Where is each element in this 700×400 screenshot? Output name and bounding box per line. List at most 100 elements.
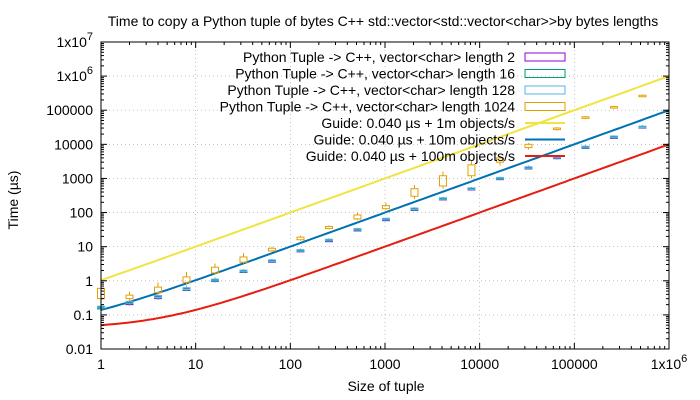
- candle-4: [524, 142, 533, 150]
- y-tick-label: 10000: [54, 136, 93, 152]
- candle-4: [239, 253, 248, 264]
- tick-layer: 1 10 100 1000 10000 100000 1x106 0.01 0.1 1 10 100 1…: [46, 31, 687, 372]
- y-tick-label: 1000: [62, 170, 93, 186]
- candle-box: [296, 249, 305, 252]
- candle-box: [410, 207, 419, 211]
- x-axis-title: Size of tuple: [347, 378, 424, 394]
- candle-3: [267, 258, 276, 262]
- candle-4: [381, 203, 390, 210]
- candle-4: [125, 291, 134, 302]
- candle-3: [239, 269, 248, 273]
- candle-4: [182, 272, 191, 285]
- candle-box: [438, 197, 447, 200]
- candle-3: [210, 277, 219, 282]
- candle-4: [552, 127, 561, 131]
- candle-3: [438, 196, 447, 200]
- legend-label: Python Tuple -> C++, vector<char> length…: [227, 82, 515, 98]
- candle-3: [467, 186, 476, 190]
- y-tick-label: 100: [70, 205, 94, 221]
- candle-layer: [97, 94, 647, 310]
- legend-label: Python Tuple -> C++, vector<char> length…: [235, 66, 515, 82]
- candle-4: [438, 171, 447, 189]
- candle-box: [381, 205, 390, 210]
- candle-box: [467, 164, 476, 177]
- guide-line-1: [100, 75, 670, 282]
- candle-box: [609, 106, 618, 109]
- chart-title: Time to copy a Python tuple of bytes C++…: [108, 13, 658, 29]
- candle-box: [153, 286, 162, 294]
- candle-box: [210, 266, 219, 274]
- candle-box: [638, 125, 647, 129]
- y-tick-label: 0.01: [66, 341, 93, 357]
- candle-box: [296, 236, 305, 241]
- y-axis-title: Time (µs): [5, 171, 21, 230]
- candle-box: [182, 287, 191, 291]
- candle-box: [438, 175, 447, 187]
- candle-box: [324, 238, 333, 242]
- legend-box-swatch: [524, 69, 566, 78]
- guide-layer: [100, 75, 670, 327]
- legend-label: Guide: 0.040 µs + 10m objects/s: [314, 132, 515, 148]
- candle-3: [410, 207, 419, 211]
- candle-box: [638, 94, 647, 98]
- candle-3: [353, 227, 362, 231]
- candle-4: [267, 246, 276, 252]
- candle-4: [581, 115, 590, 120]
- candle-4: [296, 235, 305, 241]
- y-tick-label: 0.1: [74, 307, 94, 323]
- x-tick-label: 10000: [460, 356, 499, 372]
- x-tick-label: 10: [188, 356, 204, 372]
- legend-box-swatch: [524, 52, 566, 62]
- candle-box: [495, 157, 504, 163]
- candle-4: [324, 225, 333, 230]
- candle-box: [239, 256, 248, 263]
- guide-line-3: [100, 143, 670, 327]
- legend-label: Guide: 0.040 µs + 100m objects/s: [306, 148, 515, 164]
- candle-4: [495, 156, 504, 166]
- candle-box: [581, 145, 590, 149]
- candle-box: [239, 269, 248, 273]
- candle-box: [467, 187, 476, 190]
- candle-box: [609, 135, 618, 139]
- candle-box: [353, 228, 362, 231]
- candle-3: [495, 176, 504, 180]
- legend-box-swatch: [524, 102, 566, 111]
- candle-box: [153, 295, 162, 299]
- candle-box: [552, 127, 561, 131]
- candle-3: [324, 238, 333, 242]
- legend-label: Python Tuple -> C++, vector<char> length…: [243, 49, 515, 65]
- y-tick-label: 100000: [46, 102, 93, 118]
- candle-box: [182, 276, 191, 283]
- candle-box: [267, 247, 276, 252]
- legend-label: Guide: 0.040 µs + 1m objects/s: [321, 115, 515, 131]
- legend-label: Python Tuple -> C++, vector<char> length…: [220, 99, 516, 115]
- guide-line-2: [100, 109, 670, 311]
- candle-box: [353, 214, 362, 220]
- candle-4: [609, 105, 618, 109]
- candle-box: [210, 278, 219, 282]
- candle-box: [381, 217, 390, 221]
- x-tick-label: 100000: [551, 356, 598, 372]
- y-tick-label: 1: [85, 273, 93, 289]
- candle-3: [524, 165, 533, 169]
- candle-box: [267, 259, 276, 262]
- y-tick-label: 1x107: [57, 31, 93, 50]
- candle-box: [125, 294, 134, 300]
- x-tick-label: 100: [279, 356, 303, 372]
- candle-3: [296, 248, 305, 252]
- x-tick-label: 1x106: [651, 353, 687, 372]
- x-tick-label: 1: [97, 356, 105, 372]
- candle-4: [353, 212, 362, 221]
- candle-3: [182, 285, 191, 291]
- candle-box: [524, 166, 533, 169]
- legend: Python Tuple -> C++, vector<char> length…: [220, 49, 566, 164]
- candle-4: [210, 263, 219, 275]
- y-tick-label: 1x106: [57, 65, 93, 84]
- candle-box: [581, 116, 590, 119]
- candle-4: [153, 282, 162, 295]
- candle-3: [638, 124, 647, 129]
- x-tick-label: 1000: [369, 356, 400, 372]
- candle-box: [524, 143, 533, 149]
- candle-4: [467, 161, 476, 179]
